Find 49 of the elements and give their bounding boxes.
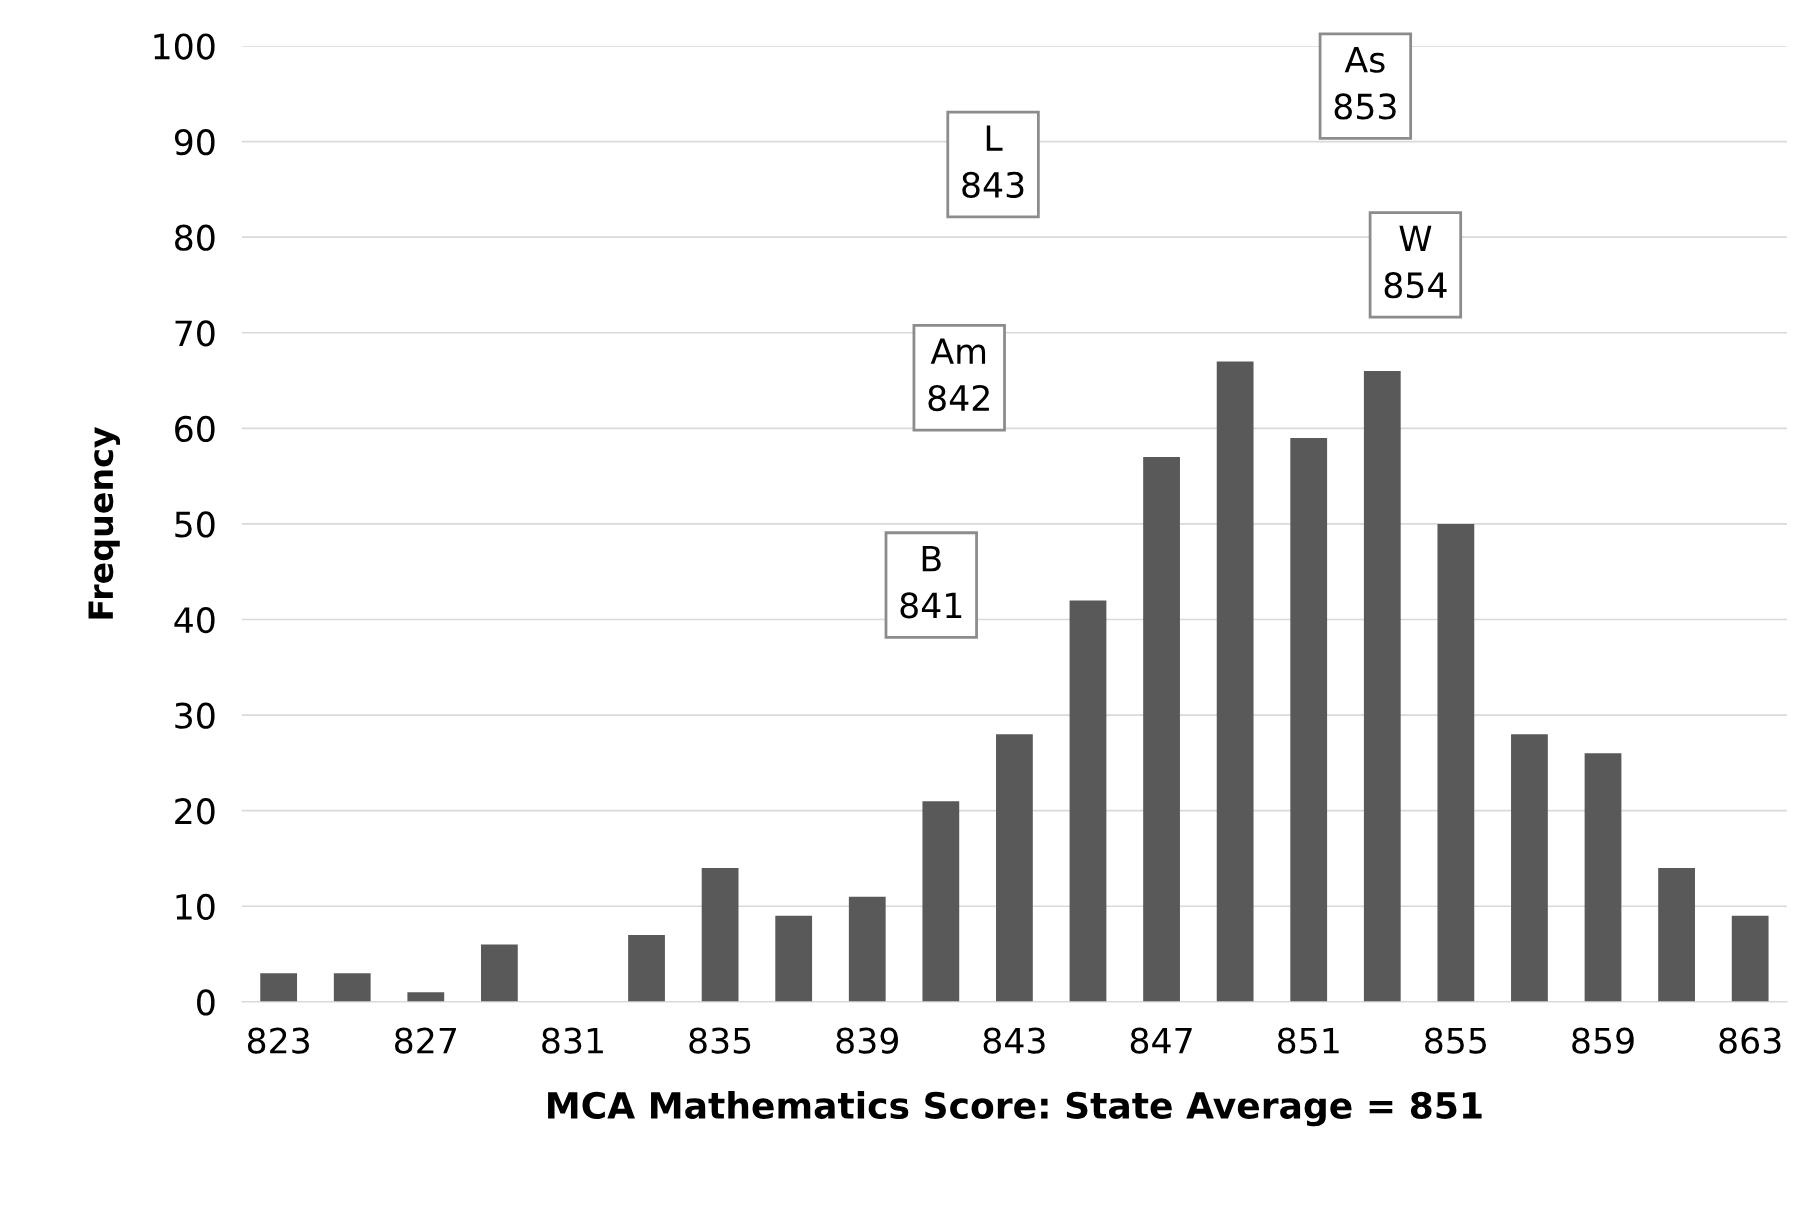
bar (1216, 361, 1254, 1002)
y-tick-label: 100 (154, 33, 215, 60)
bar (1658, 868, 1695, 1002)
x-tick-label: 847 (1130, 1027, 1192, 1054)
annotation: Am 842 (928, 338, 989, 412)
bar (1069, 600, 1107, 1002)
x-tick-label: 835 (689, 1027, 751, 1054)
x-tick-label: 823 (247, 1027, 310, 1054)
y-tick-label: 70 (175, 320, 215, 347)
y-axis-title: Frequency (88, 426, 121, 619)
bar (701, 868, 739, 1002)
y-tick-label: 10 (176, 893, 215, 920)
bar (1363, 370, 1401, 1002)
bar (1731, 915, 1769, 1002)
x-tick-label: 859 (1572, 1027, 1634, 1054)
bar (260, 973, 298, 1002)
bar (996, 734, 1033, 1002)
y-tick-label: 80 (175, 224, 215, 251)
y-tick-label: 40 (174, 606, 215, 634)
annotation: B 841 (900, 545, 962, 619)
bar (1584, 753, 1622, 1002)
x-axis-title: MCA Mathematics Score: State Average = 851 (548, 1091, 1482, 1127)
bar (848, 896, 886, 1002)
bar (1290, 437, 1328, 1002)
bar (480, 944, 518, 1002)
bar (1511, 734, 1548, 1002)
y-tick-label: 0 (197, 989, 215, 1016)
x-tick-label: 863 (1719, 1027, 1781, 1054)
annotation: W 854 (1384, 225, 1447, 299)
bar (1143, 457, 1180, 1002)
x-tick-label: 839 (836, 1027, 898, 1054)
bar (922, 801, 960, 1002)
bar (407, 992, 445, 1002)
bar (628, 934, 665, 1002)
x-tick-label: 843 (983, 1027, 1045, 1054)
annotation: L 843 (962, 125, 1024, 198)
bar (775, 915, 813, 1002)
annotation: As 853 (1334, 47, 1396, 120)
y-tick-label: 90 (174, 128, 215, 156)
x-tick-label: 851 (1277, 1027, 1339, 1054)
y-tick-label: 30 (175, 702, 215, 729)
bar (333, 973, 371, 1002)
y-tick-label: 50 (175, 511, 215, 538)
y-tick-label: 60 (175, 415, 215, 443)
bar (1437, 523, 1475, 1002)
x-tick-label: 827 (395, 1027, 456, 1054)
x-tick-label: 831 (542, 1027, 603, 1054)
y-tick-label: 20 (175, 798, 215, 825)
x-tick-label: 855 (1425, 1027, 1486, 1054)
